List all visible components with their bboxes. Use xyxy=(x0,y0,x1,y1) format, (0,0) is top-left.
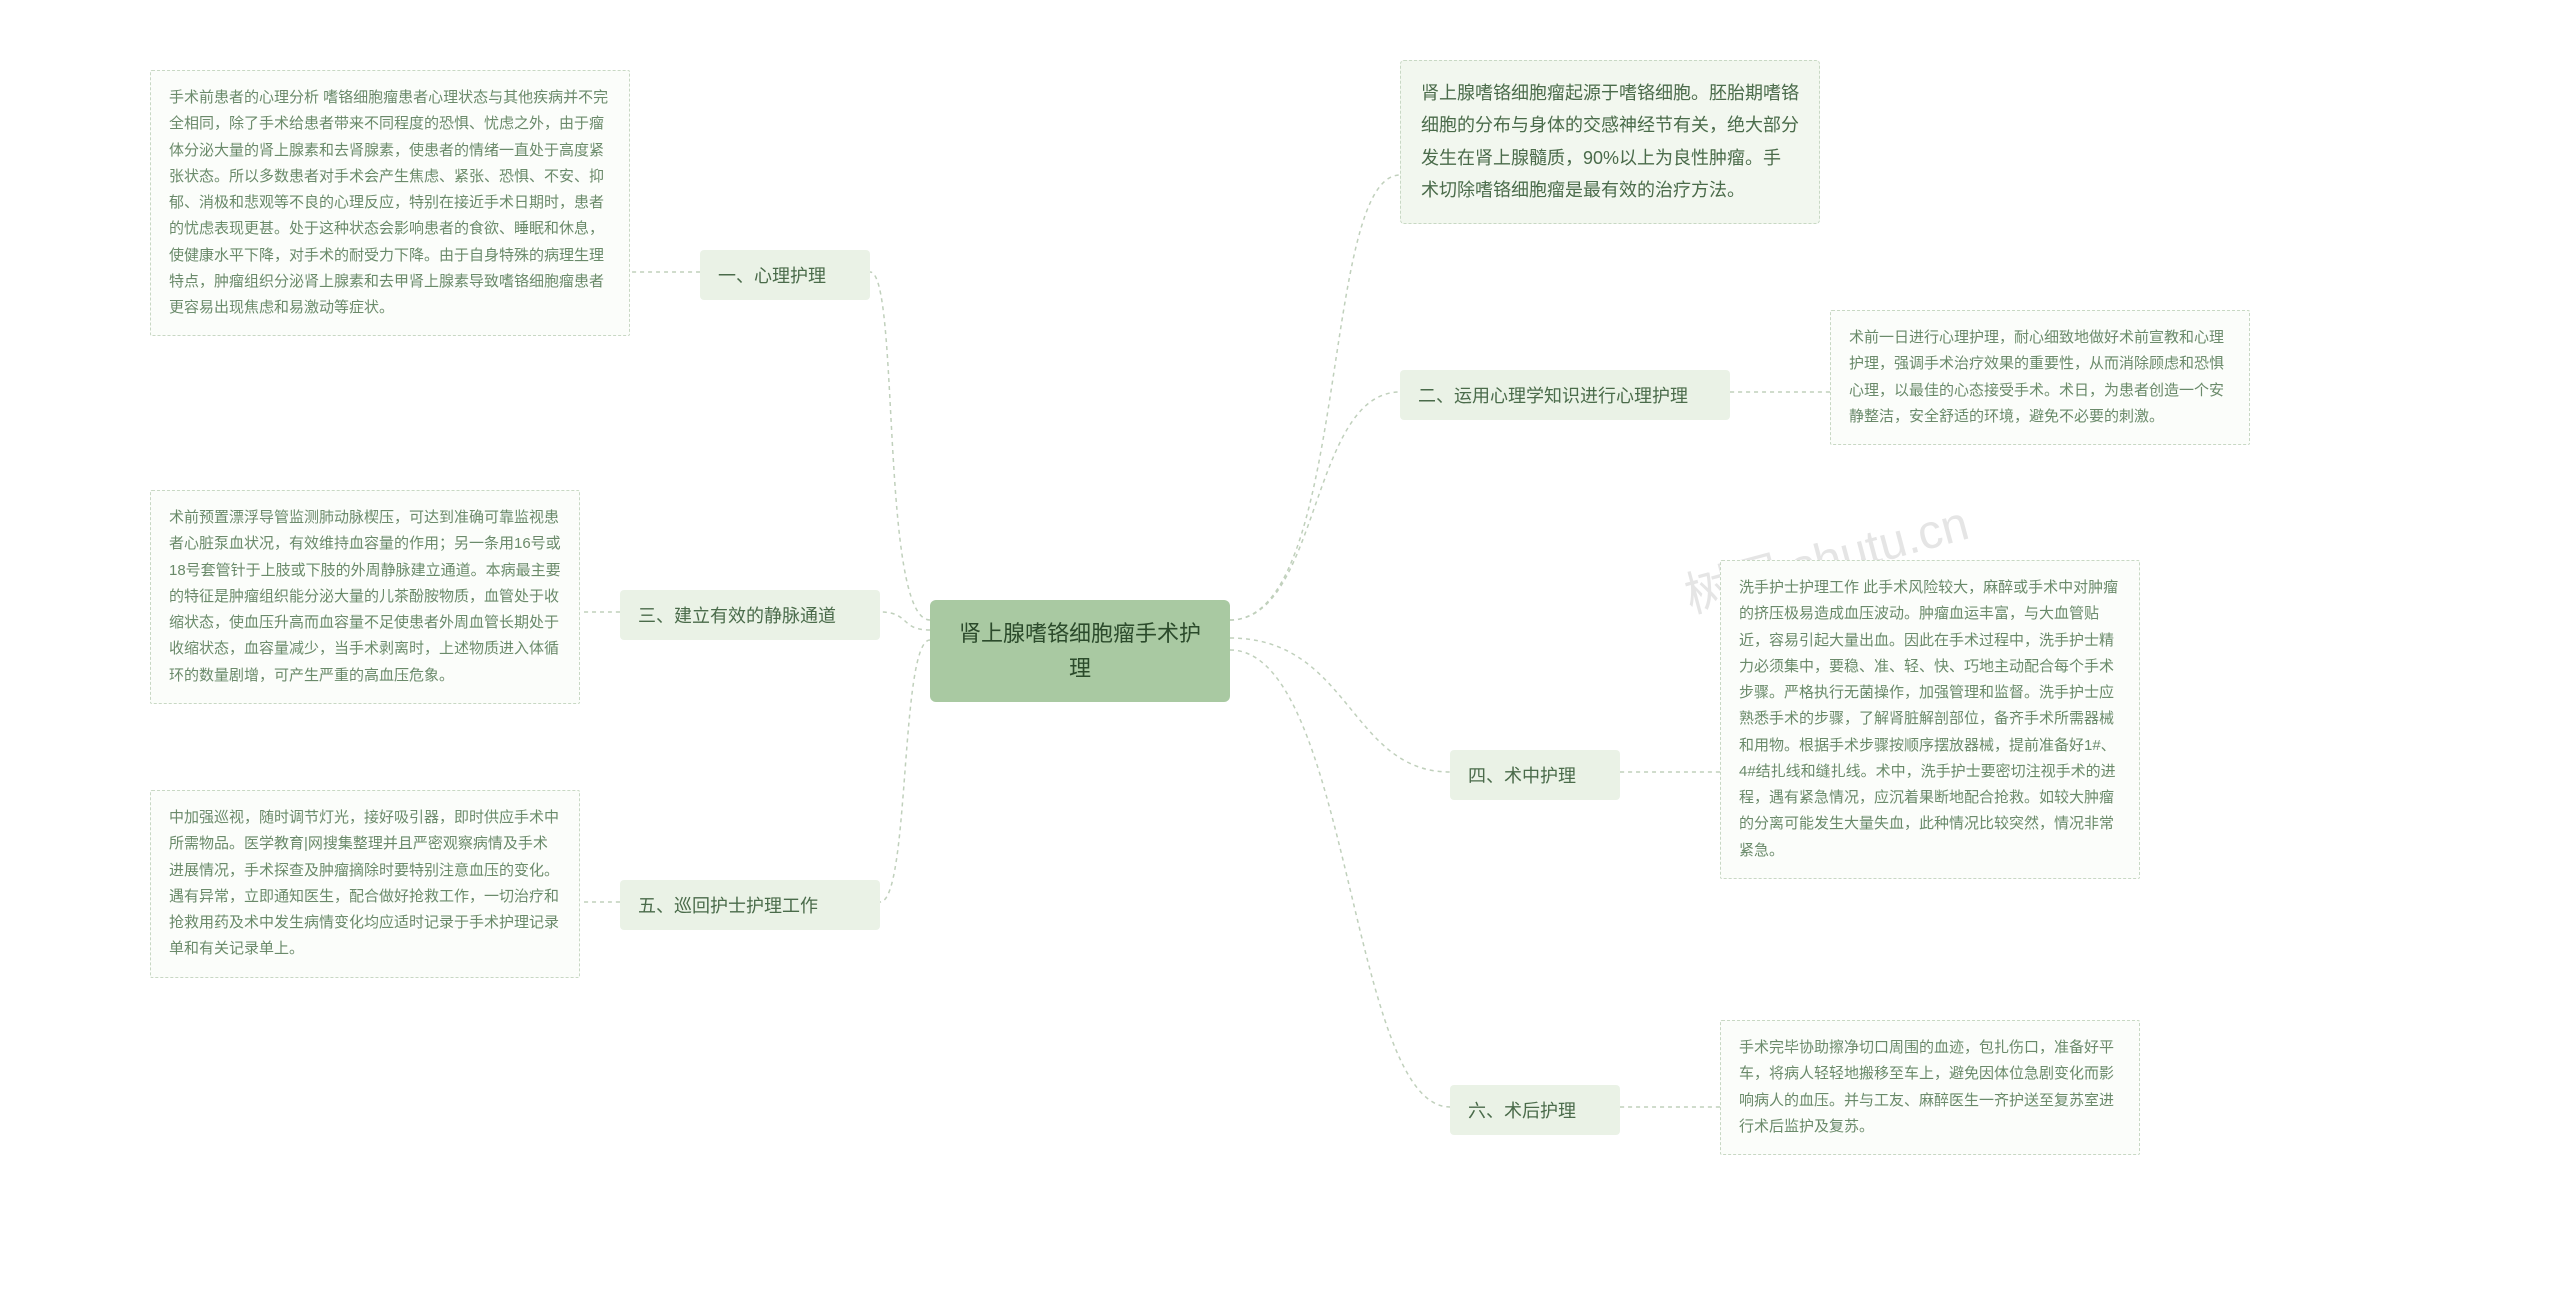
branch-left-2: 三、建立有效的静脉通道 xyxy=(620,590,880,640)
branch-left-1-label: 一、心理护理 xyxy=(718,266,826,286)
leaf-right-2-text: 洗手护士护理工作 此手术风险较大，麻醉或手术中对肿瘤的挤压极易造成血压波动。肿瘤… xyxy=(1739,579,2118,859)
branch-left-1: 一、心理护理 xyxy=(700,250,870,300)
leaf-right-1: 术前一日进行心理护理，耐心细致地做好术前宣教和心理护理，强调手术治疗效果的重要性… xyxy=(1830,310,2250,445)
leaf-right-2: 洗手护士护理工作 此手术风险较大，麻醉或手术中对肿瘤的挤压极易造成血压波动。肿瘤… xyxy=(1720,560,2140,879)
branch-right-3-label: 六、术后护理 xyxy=(1468,1101,1576,1121)
branch-left-2-label: 三、建立有效的静脉通道 xyxy=(638,606,836,626)
center-node: 肾上腺嗜铬细胞瘤手术护理 xyxy=(930,600,1230,702)
leaf-right-3: 手术完毕协助擦净切口周围的血迹，包扎伤口，准备好平车，将病人轻轻地搬移至车上，避… xyxy=(1720,1020,2140,1155)
leaf-left-2-text: 术前预置漂浮导管监测肺动脉楔压，可达到准确可靠监视患者心脏泵血状况，有效维持血容… xyxy=(169,509,561,684)
leaf-left-2: 术前预置漂浮导管监测肺动脉楔压，可达到准确可靠监视患者心脏泵血状况，有效维持血容… xyxy=(150,490,580,704)
branch-right-1: 二、运用心理学知识进行心理护理 xyxy=(1400,370,1730,420)
branch-left-3: 五、巡回护士护理工作 xyxy=(620,880,880,930)
branch-right-1-label: 二、运用心理学知识进行心理护理 xyxy=(1418,386,1688,406)
intro-text: 肾上腺嗜铬细胞瘤起源于嗜铬细胞。胚胎期嗜铬细胞的分布与身体的交感神经节有关，绝大… xyxy=(1421,83,1799,200)
leaf-left-1-text: 手术前患者的心理分析 嗜铬细胞瘤患者心理状态与其他疾病并不完全相同，除了手术给患… xyxy=(169,89,608,316)
branch-right-2-label: 四、术中护理 xyxy=(1468,766,1576,786)
branch-right-3: 六、术后护理 xyxy=(1450,1085,1620,1135)
leaf-left-3-text: 中加强巡视，随时调节灯光，接好吸引器，即时供应手术中所需物品。医学教育|网搜集整… xyxy=(169,809,559,957)
leaf-left-1: 手术前患者的心理分析 嗜铬细胞瘤患者心理状态与其他疾病并不完全相同，除了手术给患… xyxy=(150,70,630,336)
branch-left-3-label: 五、巡回护士护理工作 xyxy=(638,896,818,916)
branch-right-2: 四、术中护理 xyxy=(1450,750,1620,800)
leaf-right-1-text: 术前一日进行心理护理，耐心细致地做好术前宣教和心理护理，强调手术治疗效果的重要性… xyxy=(1849,329,2224,425)
center-label: 肾上腺嗜铬细胞瘤手术护理 xyxy=(959,621,1201,681)
leaf-left-3: 中加强巡视，随时调节灯光，接好吸引器，即时供应手术中所需物品。医学教育|网搜集整… xyxy=(150,790,580,978)
intro-node: 肾上腺嗜铬细胞瘤起源于嗜铬细胞。胚胎期嗜铬细胞的分布与身体的交感神经节有关，绝大… xyxy=(1400,60,1820,224)
leaf-right-3-text: 手术完毕协助擦净切口周围的血迹，包扎伤口，准备好平车，将病人轻轻地搬移至车上，避… xyxy=(1739,1039,2114,1135)
